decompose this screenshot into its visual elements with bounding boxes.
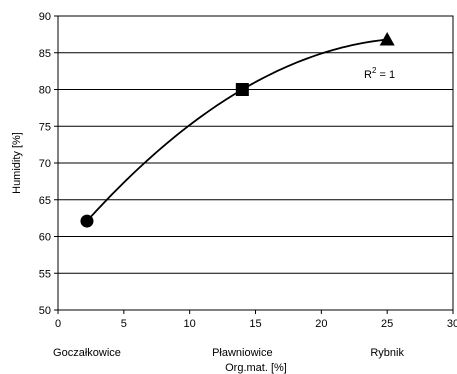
y-tick-label: 50 [39, 305, 51, 317]
x-tick-label: 0 [55, 318, 61, 330]
y-axis-title: Humidity [%] [11, 132, 23, 194]
x-tick-label: 5 [121, 318, 127, 330]
x-axis-ticks: 0 5 10 15 20 25 30 [55, 310, 457, 330]
data-markers [80, 32, 395, 228]
y-tick-label: 75 [39, 121, 51, 133]
x-tick-label: 30 [447, 318, 457, 330]
marker-square-point [235, 83, 249, 96]
x-tick-label: 25 [381, 318, 393, 330]
y-tick-label: 70 [39, 158, 51, 170]
y-tick-label: 90 [39, 11, 51, 23]
y-tick-label: 55 [39, 268, 51, 280]
r2-annotation: R2 = 1 [364, 66, 395, 81]
x-axis-title: Org.mat. [%] [225, 362, 287, 374]
site-labels: Goczałkowice Pławniowice Rybnik [53, 347, 404, 359]
y-tick-label: 85 [39, 48, 51, 60]
y-tick-label: 60 [39, 232, 51, 244]
x-tick-label: 10 [184, 318, 196, 330]
x-tick-label: 20 [315, 318, 327, 330]
y-tick-label: 80 [39, 85, 51, 97]
site-label: Rybnik [370, 347, 404, 359]
marker-circle-point [80, 214, 94, 228]
y-tick-label: 65 [39, 195, 51, 207]
site-label: Pławniowice [212, 347, 273, 359]
x-tick-label: 15 [249, 318, 261, 330]
site-label: Goczałkowice [53, 347, 121, 359]
y-axis-ticks: 50 55 60 65 70 75 80 85 90 [39, 11, 58, 317]
marker-triangle-point [379, 32, 395, 46]
